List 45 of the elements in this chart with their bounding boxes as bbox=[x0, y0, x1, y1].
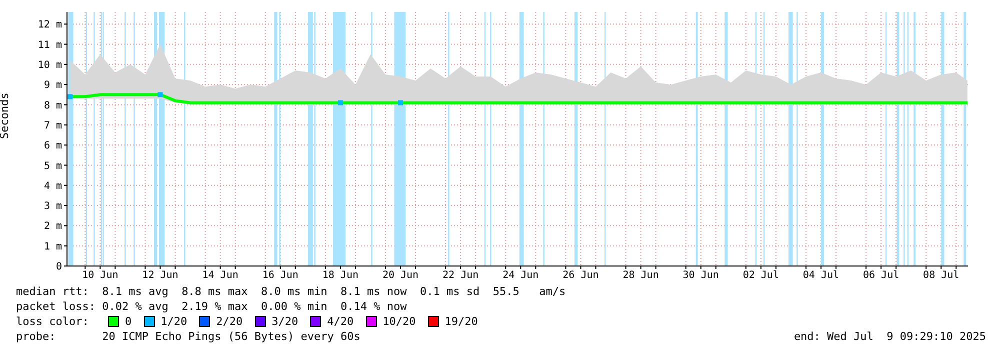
x-tick-label: 22 Jun bbox=[442, 270, 479, 282]
x-tick-label: 10 Jun bbox=[82, 270, 118, 282]
y-tick-label: 11 m bbox=[38, 40, 62, 51]
y-tick-label: 0 bbox=[56, 262, 62, 273]
legend-label: 1/20 bbox=[160, 314, 188, 329]
y-tick-label: 4 m bbox=[44, 180, 62, 192]
x-tick-label: 20 Jun bbox=[382, 270, 419, 282]
point bbox=[338, 100, 343, 106]
legend-label: 4/20 bbox=[326, 314, 354, 329]
y-tick-label: 1 m bbox=[44, 241, 62, 252]
y-tick-label: 5 m bbox=[44, 160, 62, 172]
legend-label: 3/20 bbox=[270, 314, 298, 329]
x-tick-label: 08 Jul bbox=[923, 270, 960, 282]
x-tick-label: 18 Jun bbox=[322, 270, 359, 282]
point bbox=[158, 92, 163, 98]
y-tick-label: 7 m bbox=[44, 120, 62, 132]
point bbox=[68, 94, 73, 100]
legend-label: 19/20 bbox=[444, 314, 478, 329]
y-tick-label: 9 m bbox=[44, 80, 62, 92]
text: probe: 20 ICMP Echo Pings (56 Bytes) every 60s bbox=[16, 329, 360, 344]
y-tick-label: 10 m bbox=[38, 60, 62, 71]
y-tick-label: 3 m bbox=[44, 201, 62, 212]
legend-label: 2/20 bbox=[215, 314, 243, 329]
y-tick-label: 8 m bbox=[44, 100, 62, 112]
y-tick-label: 12 m bbox=[38, 20, 62, 31]
y-tick-label: 2 m bbox=[44, 221, 62, 232]
legend-title: loss color: bbox=[16, 314, 90, 329]
x-tick-label: 14 Jun bbox=[202, 270, 238, 282]
text: packet loss: 0.02 % avg 2.19 % max 0.00 % min 0.14 % now bbox=[16, 299, 408, 314]
legend-label: 10/20 bbox=[382, 314, 416, 329]
x-tick-label: 06 Jul bbox=[862, 270, 900, 282]
text: median rtt: 8.1 ms avg 8.8 ms max 8.0 ms min 8.1 ms now 0.1 ms sd 55.5 am/s bbox=[16, 284, 567, 299]
x-tick-label: 26 Jun bbox=[562, 270, 599, 282]
x-tick-label: 02 Jul bbox=[742, 270, 779, 282]
x-tick-label: 28 Jun bbox=[622, 270, 659, 282]
x-tick-label: 12 Jun bbox=[142, 270, 178, 282]
x-tick-label: 30 Jun bbox=[682, 270, 719, 282]
x-tick-label: 16 Jun bbox=[262, 270, 298, 282]
y-axis-title: Seconds bbox=[0, 92, 11, 139]
point bbox=[398, 100, 404, 106]
text: end: Wed Jul 9 09:29:10 2025 bbox=[794, 329, 986, 344]
x-tick-label: 04 Jul bbox=[802, 270, 840, 282]
legend-label: 0 bbox=[124, 314, 132, 329]
x-tick-label: 24 Jun bbox=[502, 270, 539, 282]
y-tick-label: 6 m bbox=[44, 140, 62, 152]
